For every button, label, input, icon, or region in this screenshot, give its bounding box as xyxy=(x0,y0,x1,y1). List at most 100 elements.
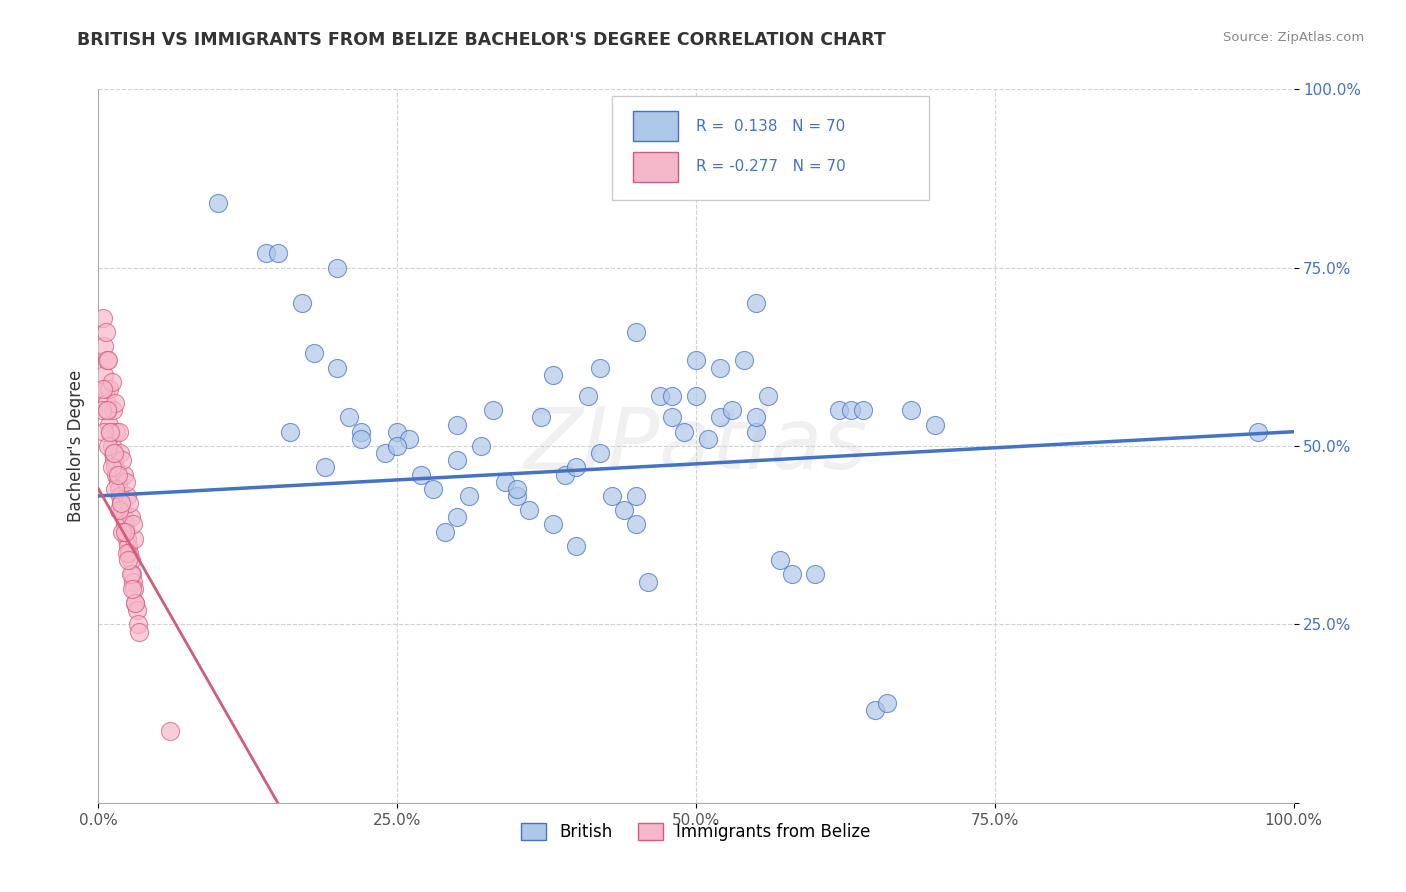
Point xyxy=(422,482,444,496)
Point xyxy=(104,396,127,410)
Point xyxy=(91,403,114,417)
Point xyxy=(315,460,337,475)
Text: R =  0.138   N = 70: R = 0.138 N = 70 xyxy=(696,119,845,134)
Point xyxy=(278,425,301,439)
Point xyxy=(120,510,142,524)
Point xyxy=(115,475,138,489)
Point xyxy=(93,368,115,382)
Point xyxy=(385,425,409,439)
Point xyxy=(96,353,118,368)
Point xyxy=(98,425,122,439)
Point xyxy=(111,453,134,467)
Point xyxy=(626,489,648,503)
Point xyxy=(745,296,768,310)
Point xyxy=(107,425,129,439)
Point xyxy=(207,196,229,211)
Point xyxy=(709,410,731,425)
Point xyxy=(589,446,612,460)
Point xyxy=(637,574,659,589)
Point xyxy=(124,596,146,610)
Point xyxy=(517,503,540,517)
Point xyxy=(876,696,898,710)
Point xyxy=(709,360,731,375)
Point xyxy=(94,325,117,339)
Point xyxy=(93,339,115,353)
Point xyxy=(112,467,135,482)
Point xyxy=(100,460,122,475)
Point xyxy=(107,467,129,482)
Point xyxy=(120,553,142,567)
Point xyxy=(339,410,361,425)
Point xyxy=(506,482,529,496)
Point xyxy=(108,489,131,503)
Point xyxy=(91,382,114,396)
Point xyxy=(326,360,349,375)
Point xyxy=(124,582,146,596)
Point xyxy=(852,403,875,417)
Point xyxy=(98,382,121,396)
Point xyxy=(1247,425,1270,439)
Point xyxy=(385,439,409,453)
Point xyxy=(103,453,125,467)
Point xyxy=(481,403,505,417)
Point xyxy=(434,524,457,539)
Point xyxy=(733,353,755,368)
Point xyxy=(589,360,612,375)
Point xyxy=(100,439,122,453)
Point xyxy=(661,389,683,403)
Y-axis label: Bachelor's Degree: Bachelor's Degree xyxy=(66,370,84,522)
Point xyxy=(117,539,139,553)
Point xyxy=(96,396,118,410)
Point xyxy=(98,417,121,432)
Point xyxy=(121,567,143,582)
FancyBboxPatch shape xyxy=(633,112,678,141)
Point xyxy=(112,510,135,524)
Point xyxy=(105,425,128,439)
Point xyxy=(673,425,696,439)
Point xyxy=(565,539,588,553)
Point xyxy=(97,353,120,368)
Point xyxy=(578,389,600,403)
Point xyxy=(115,524,138,539)
Point xyxy=(114,517,136,532)
Point xyxy=(100,375,122,389)
Point xyxy=(94,382,117,396)
Point xyxy=(745,410,768,425)
Point xyxy=(721,403,744,417)
Point xyxy=(97,403,120,417)
Text: ZIPatlas: ZIPatlas xyxy=(524,404,868,488)
Text: Source: ZipAtlas.com: Source: ZipAtlas.com xyxy=(1223,31,1364,45)
Point xyxy=(613,503,636,517)
Point xyxy=(494,475,516,489)
Point xyxy=(110,496,132,510)
Point xyxy=(103,446,125,460)
Point xyxy=(108,446,131,460)
Point xyxy=(458,489,481,503)
Point xyxy=(115,489,138,503)
Point xyxy=(756,389,779,403)
Point xyxy=(626,325,648,339)
Point xyxy=(685,389,707,403)
Point xyxy=(121,582,143,596)
Text: R = -0.277   N = 70: R = -0.277 N = 70 xyxy=(696,160,846,175)
Point xyxy=(350,425,373,439)
Point xyxy=(841,403,863,417)
Point xyxy=(118,496,141,510)
Point xyxy=(350,432,373,446)
Point xyxy=(105,467,128,482)
Point xyxy=(122,517,145,532)
Point xyxy=(602,489,624,503)
FancyBboxPatch shape xyxy=(633,152,678,182)
Point xyxy=(374,446,396,460)
Point xyxy=(96,403,118,417)
Point xyxy=(745,425,768,439)
Point xyxy=(661,410,683,425)
Point xyxy=(107,503,129,517)
Point xyxy=(865,703,887,717)
Point xyxy=(446,453,468,467)
Point xyxy=(254,246,277,260)
Point xyxy=(107,482,129,496)
Point xyxy=(697,432,720,446)
Point xyxy=(446,417,468,432)
Point xyxy=(446,510,468,524)
